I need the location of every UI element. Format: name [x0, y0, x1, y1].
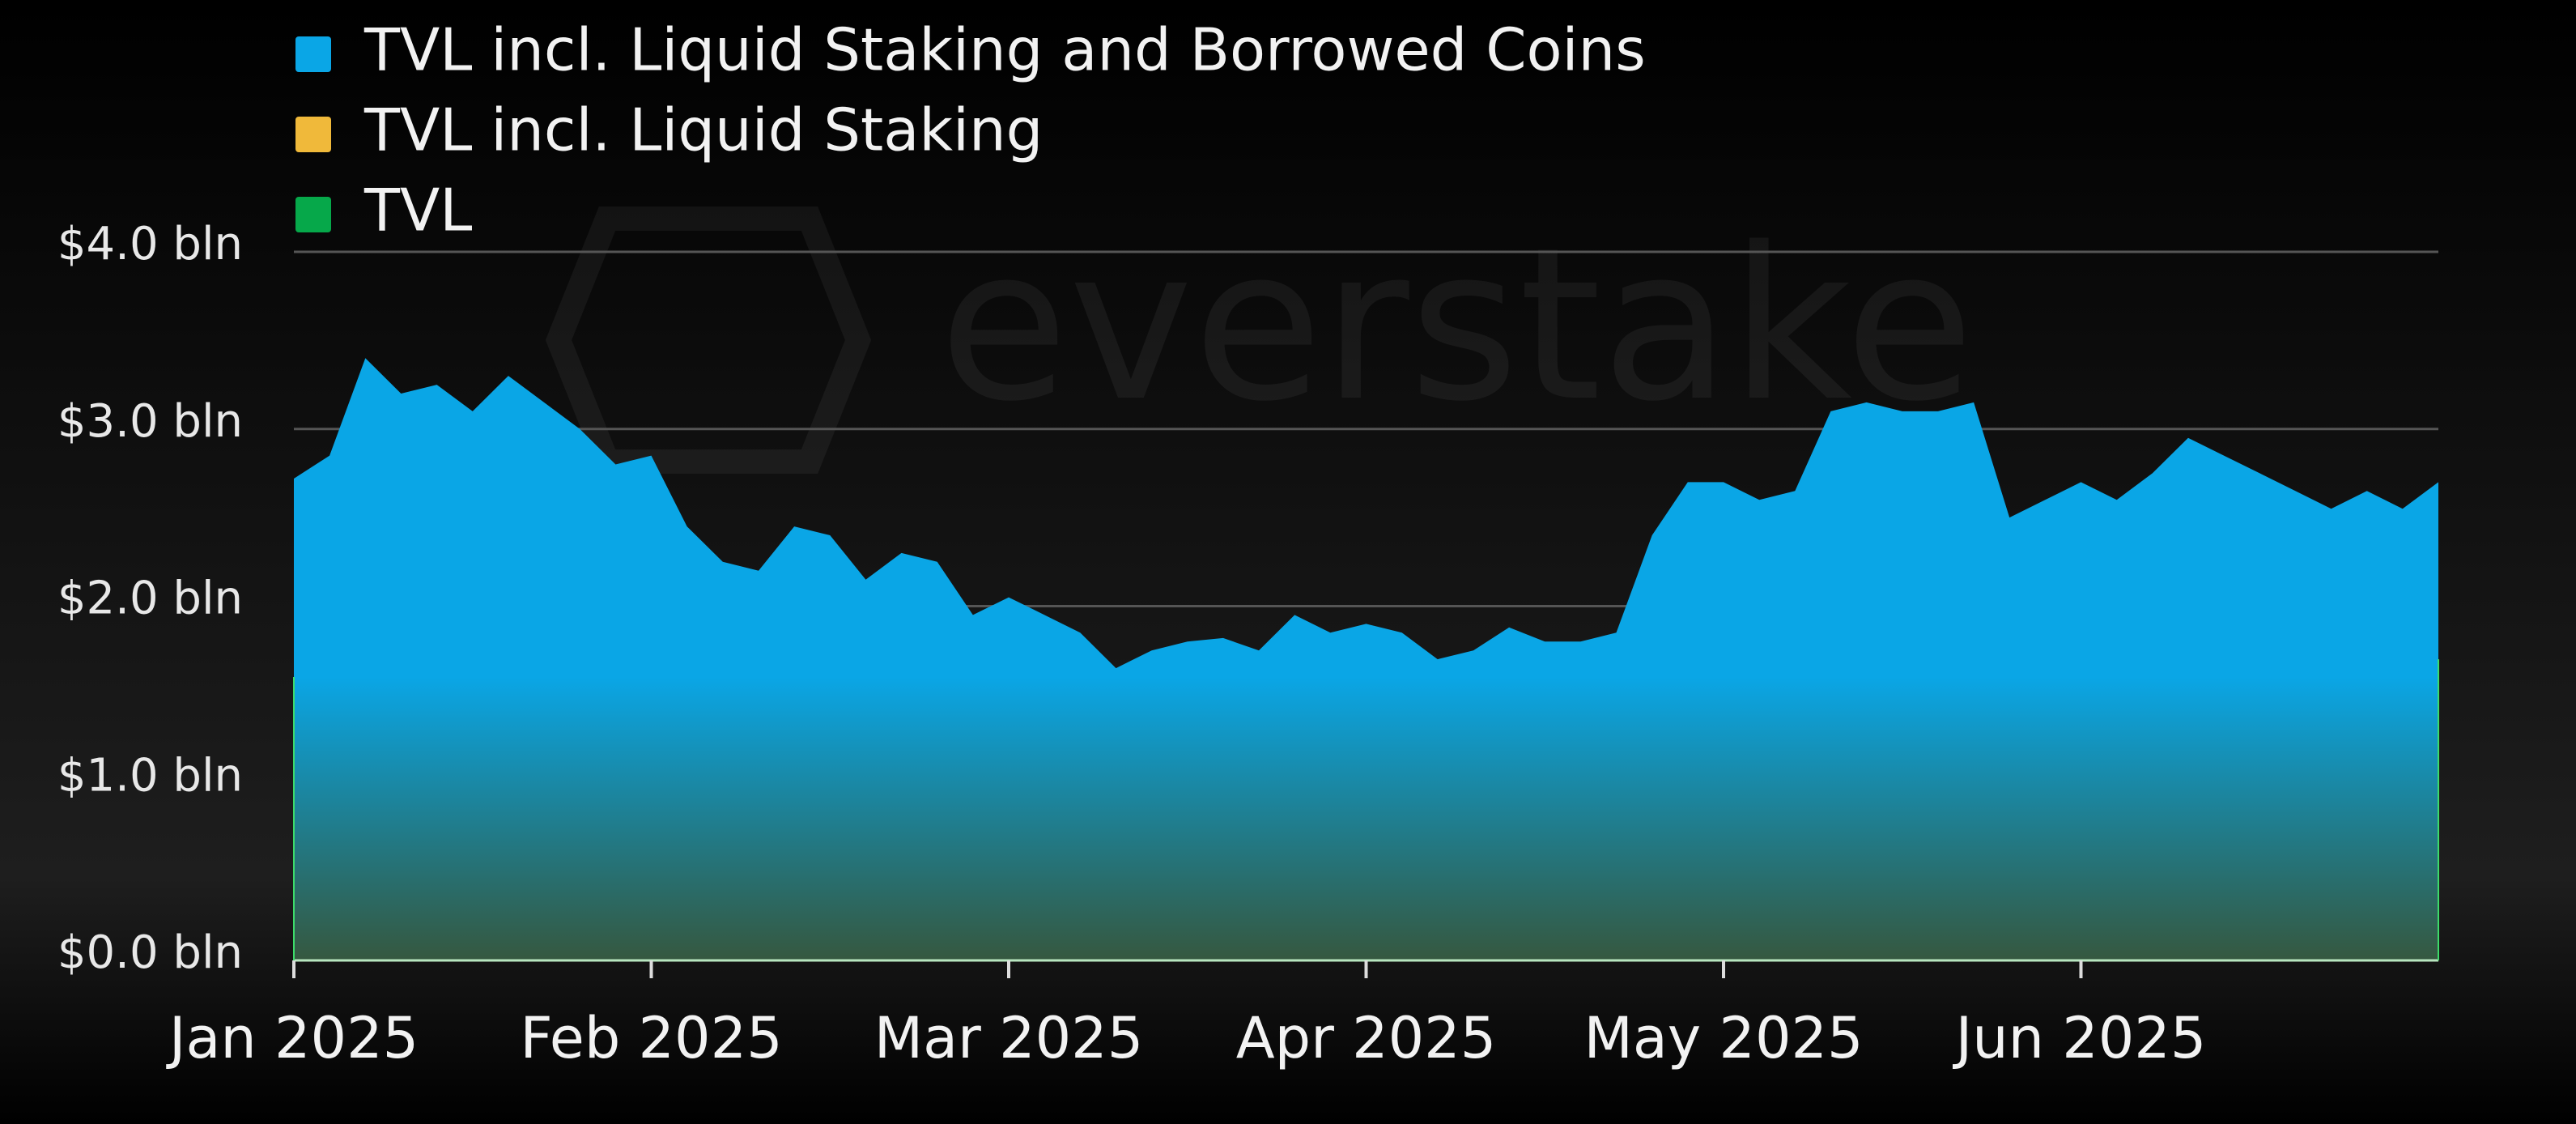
legend-label: TVL [363, 177, 472, 245]
legend-swatch [295, 117, 331, 152]
watermark: everstake [545, 203, 1975, 474]
x-tick-label: Feb 2025 [520, 1005, 782, 1071]
area-shade [294, 677, 2438, 960]
y-tick-label: $1.0 bln [57, 749, 243, 802]
y-tick-label: $3.0 bln [57, 395, 243, 448]
legend-label: TVL incl. Liquid Staking [363, 96, 1043, 164]
x-tick-label: Apr 2025 [1236, 1005, 1497, 1071]
x-tick-label: Jan 2025 [166, 1005, 419, 1071]
x-tick-label: Mar 2025 [874, 1005, 1143, 1071]
y-tick-label: $4.0 bln [57, 218, 243, 270]
y-tick-label: $2.0 bln [57, 573, 243, 625]
y-tick-label: $0.0 bln [57, 926, 243, 979]
watermark-text: everstake [939, 203, 1975, 448]
legend-swatch [295, 36, 331, 72]
legend-swatch [295, 197, 331, 232]
x-tick-label: Jun 2025 [1953, 1005, 2207, 1071]
x-tick-label: May 2025 [1583, 1005, 1863, 1071]
legend-label: TVL incl. Liquid Staking and Borrowed Co… [363, 16, 1646, 84]
